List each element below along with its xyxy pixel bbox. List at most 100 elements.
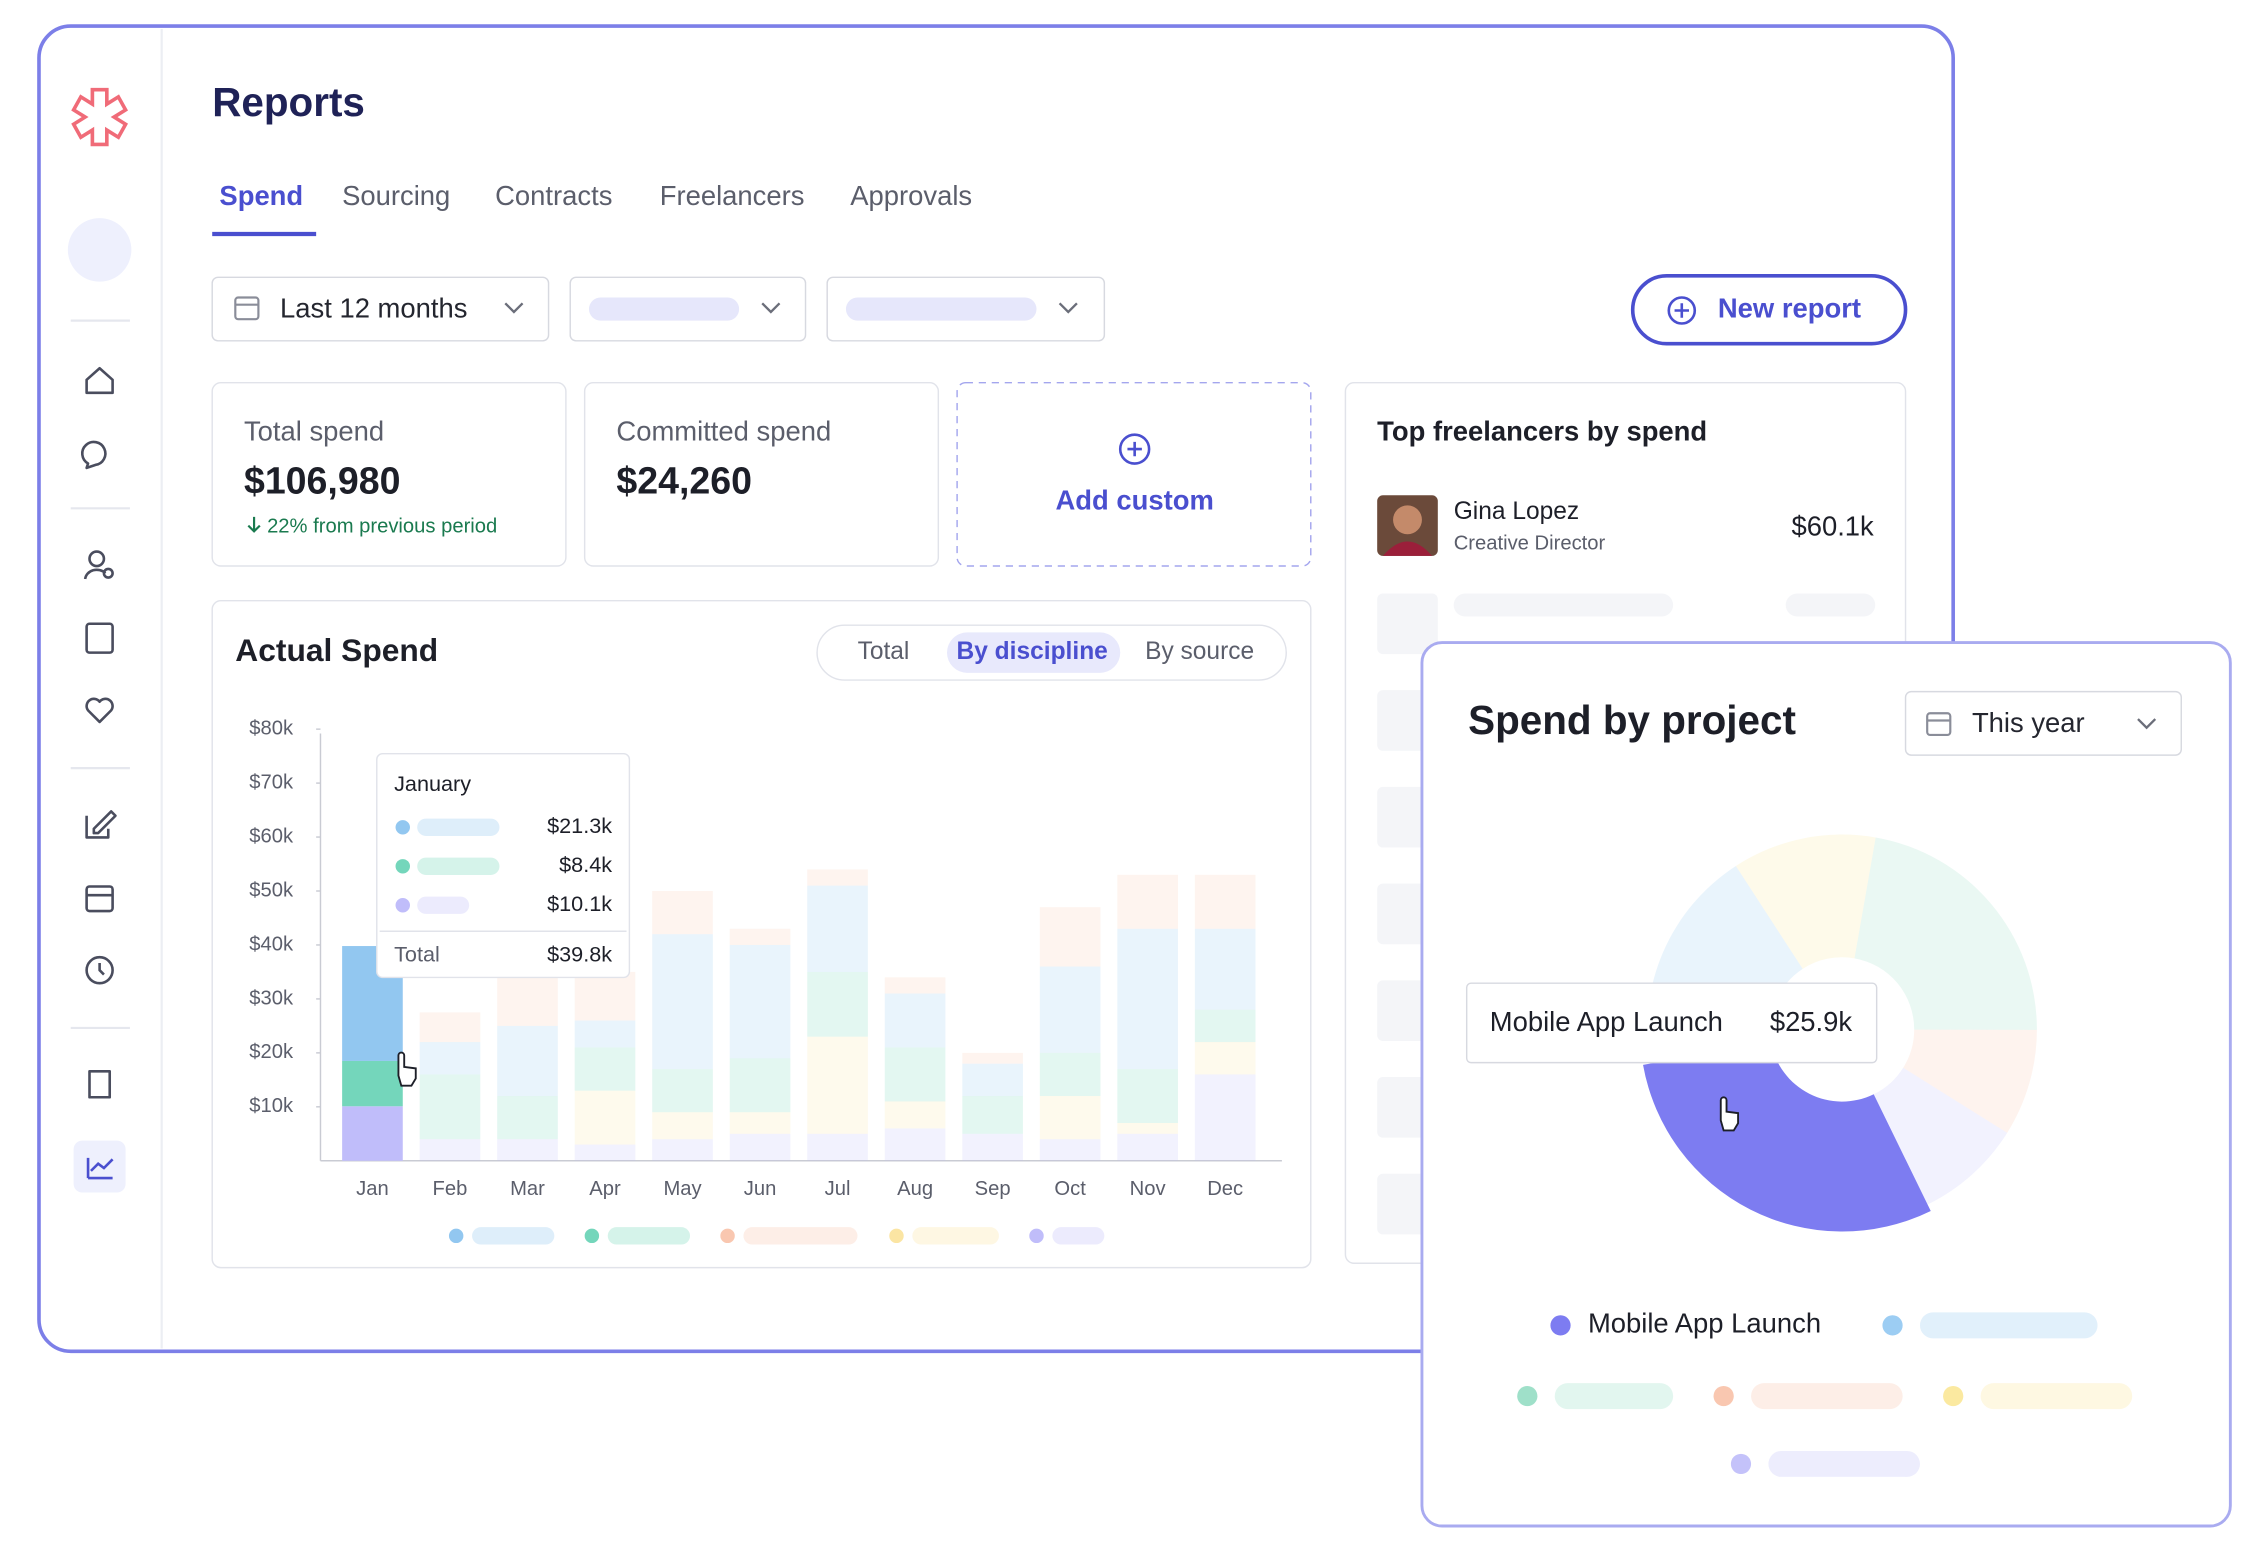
tooltip <box>376 752 631 979</box>
legend-swatch <box>1713 1385 1734 1407</box>
y-tick-label: $40k <box>249 933 294 955</box>
bar-segment <box>1039 1052 1101 1097</box>
date-filter[interactable] <box>211 276 550 342</box>
avatar[interactable] <box>67 218 132 282</box>
tooltip-swatch <box>395 859 410 874</box>
add-custom-label: Add custom <box>1055 485 1213 516</box>
tab[interactable]: Approvals <box>850 180 972 211</box>
cursor <box>1719 1096 1740 1132</box>
legend-label: Mobile App Launch <box>1588 1308 1821 1339</box>
bar-segment <box>1117 1069 1178 1124</box>
contacts-icon[interactable] <box>85 622 114 654</box>
pie-tooltip-label: Mobile App Launch <box>1490 1006 1723 1037</box>
tooltip-swatch <box>395 820 410 835</box>
cursor <box>397 1051 417 1087</box>
tooltip-value: $8.4k <box>559 852 612 877</box>
sidebar-separators <box>70 319 130 1030</box>
view-option[interactable]: Total <box>858 638 910 665</box>
clock-icon[interactable] <box>85 955 114 985</box>
bar-segment <box>729 1133 791 1161</box>
bar-segment <box>807 971 868 1037</box>
pie-tooltip <box>1465 982 1878 1064</box>
card-title: Top freelancers by spend <box>1377 415 1707 446</box>
bar-segment <box>1117 874 1178 929</box>
bar-segment <box>1039 1096 1101 1140</box>
new-report-button[interactable] <box>1630 274 1908 346</box>
x-tick-label: Nov <box>1130 1178 1167 1200</box>
pie-tooltip-value: $25.9k <box>1770 1006 1853 1037</box>
bar-segment <box>1039 907 1101 967</box>
spend-by-project-card <box>1420 641 2232 1528</box>
bar-segment <box>497 1096 558 1140</box>
page-title: Reports <box>212 79 365 125</box>
legend-swatch <box>584 1228 600 1244</box>
pie-slice[interactable] <box>1735 834 1876 969</box>
home-icon[interactable] <box>85 366 114 395</box>
tooltip-total: $39.8k <box>547 942 612 967</box>
bar-segment <box>807 885 868 972</box>
legend-placeholder <box>1554 1383 1674 1410</box>
legend-placeholder <box>1751 1383 1903 1410</box>
tooltip-placeholder <box>417 818 500 836</box>
pie-slice[interactable] <box>1854 837 2037 1030</box>
receipt-icon[interactable] <box>88 1069 112 1099</box>
tab[interactable]: Sourcing <box>342 180 450 211</box>
new-report-label: New report <box>1718 293 1861 324</box>
chat-icon[interactable] <box>80 440 107 470</box>
logo <box>71 87 129 147</box>
view-selected <box>946 632 1121 673</box>
bar-segment <box>574 1020 636 1048</box>
bar-segment <box>807 1133 868 1161</box>
calendar-icon[interactable] <box>85 885 114 913</box>
bar-segment <box>962 1096 1023 1134</box>
reports-nav-active[interactable] <box>73 1140 126 1193</box>
x-tick-label: Dec <box>1207 1178 1243 1200</box>
photo-face <box>1393 505 1422 535</box>
x-tick-label: Apr <box>589 1178 621 1200</box>
legend-placeholder <box>1052 1227 1105 1245</box>
tabs: Spend Sourcing Contracts Freelancers Approva… <box>219 180 972 211</box>
x-tick-label: Aug <box>897 1178 933 1200</box>
chart-title: Actual Spend <box>235 632 438 668</box>
legend-swatch <box>448 1228 464 1244</box>
bar-segment <box>497 1025 558 1097</box>
bar-segment <box>884 977 946 994</box>
tooltip-title: January <box>394 771 471 796</box>
x-tick-label: Mar <box>510 1178 545 1200</box>
bar-segment <box>884 1128 946 1161</box>
tooltip-placeholder <box>417 857 500 875</box>
photo-body <box>1382 541 1433 556</box>
bar-segment <box>419 1012 481 1043</box>
legend-placeholder <box>607 1227 691 1245</box>
add-custom-card[interactable] <box>956 381 1312 567</box>
tab[interactable]: Freelancers <box>660 180 805 211</box>
tooltip-swatch <box>395 898 410 913</box>
y-tick-label: $70k <box>249 771 294 793</box>
pie-slice[interactable] <box>1643 1042 1931 1232</box>
bar-segment <box>497 1139 558 1161</box>
date-dropdown-label: This year <box>1972 707 2085 738</box>
date-dropdown[interactable] <box>1904 690 2182 756</box>
tab[interactable]: Spend <box>219 180 303 211</box>
kpi-change: 22% from previous period <box>267 515 497 537</box>
pie-slice[interactable] <box>1873 1067 2008 1205</box>
bar-segment <box>1117 928 1178 1070</box>
pie-slice[interactable] <box>1903 1029 2037 1133</box>
bar-segment <box>807 869 868 886</box>
bar-segment <box>1039 966 1101 1053</box>
view-option[interactable]: By discipline <box>957 638 1108 665</box>
people-icon[interactable] <box>83 550 114 580</box>
calendar-glyph <box>1926 712 1952 737</box>
legend-placeholder <box>472 1227 555 1245</box>
bar-segment <box>1117 1133 1178 1161</box>
legend-swatch <box>1550 1315 1571 1336</box>
y-tick-label: $20k <box>249 1041 294 1063</box>
tab[interactable]: Contracts <box>495 180 612 211</box>
heart-icon[interactable] <box>85 697 114 724</box>
y-tick-label: $10k <box>249 1095 294 1117</box>
x-tick-label: Jul <box>825 1178 851 1200</box>
view-option[interactable]: By source <box>1145 638 1254 665</box>
edit-icon[interactable] <box>85 810 117 839</box>
kpi-label: Total spend <box>244 415 384 446</box>
bar-segment <box>652 1139 713 1161</box>
